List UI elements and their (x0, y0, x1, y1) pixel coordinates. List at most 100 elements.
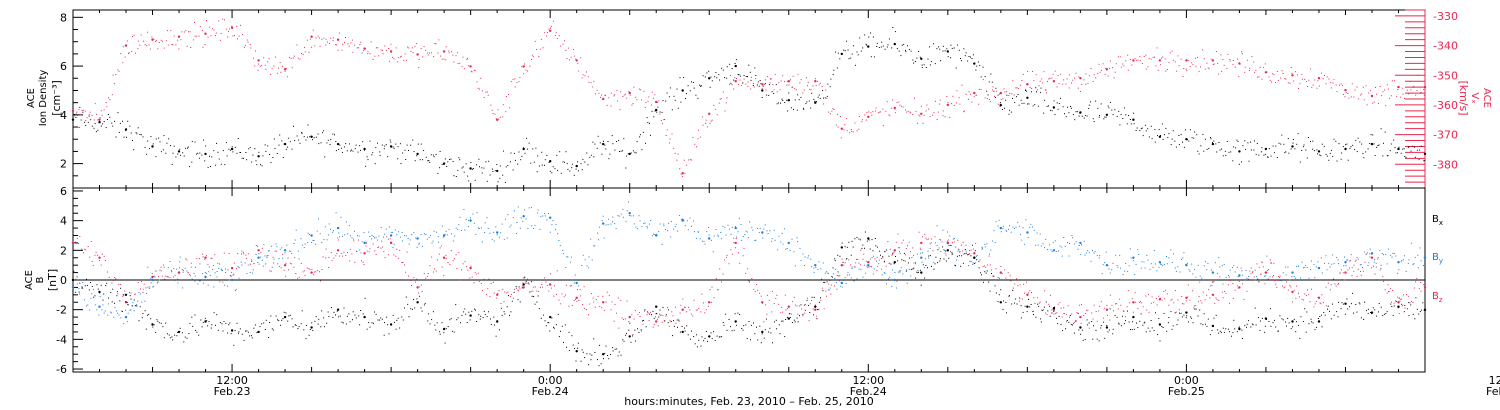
by-sample (715, 229, 717, 230)
by-sample (607, 224, 609, 226)
bz-sample (1344, 279, 1346, 281)
density-sample (205, 145, 207, 147)
bz-sample (1232, 297, 1234, 299)
vx-sample (1408, 93, 1410, 95)
vx-sample (651, 91, 653, 93)
vx-sample (481, 90, 483, 92)
by-sample (1049, 244, 1051, 246)
by-sample (1291, 276, 1293, 278)
by-sample (401, 232, 403, 233)
vx-sample (870, 112, 872, 114)
vx-sample (348, 45, 350, 47)
bz-sample (242, 251, 244, 253)
bz-sample (919, 247, 921, 249)
density-sample (191, 140, 193, 142)
vx-sample (1105, 67, 1107, 69)
bx-sample (536, 301, 538, 303)
bz-sample (411, 285, 412, 286)
bx-sample (312, 330, 314, 331)
density-sample (1197, 150, 1199, 152)
by-sample (1170, 249, 1172, 251)
bz-sample (1384, 289, 1386, 291)
bz-sample (311, 268, 313, 270)
vx-sample (448, 52, 450, 54)
density-sample (605, 148, 607, 150)
by-sample (1359, 264, 1361, 266)
density-sample (657, 106, 659, 108)
vx-tick-label: -330 (1433, 10, 1458, 23)
bx-sample (1132, 321, 1134, 323)
bx-sample (305, 324, 307, 326)
bx-sample (358, 315, 360, 317)
by-sample (722, 225, 724, 227)
density-sample (978, 61, 979, 63)
vx-sample (1332, 82, 1334, 84)
bx-sample (127, 304, 129, 306)
bz-sample (534, 286, 536, 288)
bx-sample (129, 295, 131, 297)
bz-sample (118, 283, 120, 285)
density-sample (1048, 105, 1049, 107)
vx-sample (414, 46, 416, 48)
by-sample (480, 227, 482, 229)
density-sample (447, 161, 449, 163)
vx-sample (823, 103, 825, 105)
by-sample (209, 274, 211, 276)
bz-sample (512, 297, 514, 299)
by-sample (1264, 275, 1265, 277)
bx-sample (820, 297, 821, 299)
vx-sample (170, 30, 172, 32)
by-sample (1045, 238, 1047, 240)
bz-sample (1091, 312, 1093, 314)
by-sample (1326, 269, 1328, 271)
vx-scatter-cloud (74, 18, 1425, 177)
by-sample (444, 233, 446, 235)
vx-sample (1397, 89, 1399, 90)
bz-sample (176, 279, 178, 281)
vx-sample (1189, 66, 1191, 67)
bz-sample (801, 308, 803, 310)
vx-sample (418, 59, 420, 60)
bx-sample (246, 330, 248, 332)
by-sample (501, 223, 503, 225)
bx-sample (1095, 329, 1097, 331)
bz-sample (302, 271, 304, 273)
vx-sample (1183, 68, 1185, 70)
vx-sample (351, 39, 353, 41)
bz-sample (887, 241, 889, 243)
density-sample (818, 94, 820, 96)
density-sample (232, 151, 234, 153)
bz-sample (1004, 269, 1006, 271)
bz-sample (737, 252, 739, 254)
density-sample (1238, 163, 1240, 165)
by-sample (1140, 267, 1142, 269)
by-sample (763, 228, 765, 230)
vx-sample (1264, 63, 1266, 65)
bx-sample (237, 332, 239, 334)
by-sample (1287, 266, 1289, 268)
density-sample (823, 97, 824, 99)
by-sample (653, 233, 654, 235)
vx-sample (505, 96, 507, 97)
bz-sample (1106, 304, 1108, 306)
vx-sample (696, 146, 697, 148)
bx-sample (136, 305, 138, 307)
density-sample (844, 50, 846, 52)
bz-sample (238, 267, 240, 269)
density-point (973, 62, 976, 65)
by-sample (459, 216, 461, 218)
by-sample (1083, 240, 1085, 242)
density-sample (1105, 116, 1107, 118)
density-sample (416, 155, 418, 157)
density-sample (182, 152, 184, 154)
bx-sample (366, 328, 368, 330)
bx-sample (980, 272, 982, 274)
density-point (946, 50, 949, 53)
density-sample (668, 96, 670, 98)
bx-sample (238, 331, 240, 333)
density-sample (1191, 137, 1193, 139)
by-sample (522, 220, 524, 222)
bx-sample (1282, 319, 1284, 321)
bx-sample (1063, 313, 1065, 315)
bx-sample (1116, 316, 1118, 318)
